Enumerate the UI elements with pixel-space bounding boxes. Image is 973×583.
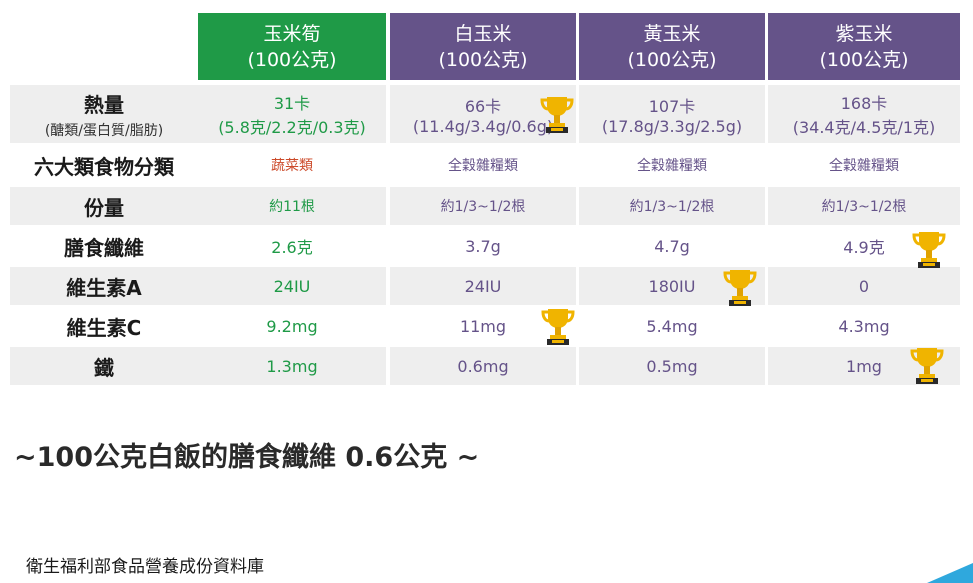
cell-text: 1mg <box>846 356 882 376</box>
cell-text: 24IU <box>464 276 502 296</box>
cell-text: 全穀雜糧類 <box>829 158 899 174</box>
cell-fiber-yellow-corn: 4.7g <box>579 227 765 265</box>
cell-fiber-baby-corn: 2.6克 <box>198 227 386 265</box>
cell-calories-white-corn: 66卡 (11.4g/3.4g/0.6g) <box>390 85 576 143</box>
column-name: 紫玉米 <box>835 22 893 45</box>
cell-text: 約1/3~1/2根 <box>821 199 907 215</box>
cell-calories-yellow-corn: 107卡 (17.8g/3.3g/2.5g) <box>579 85 765 143</box>
rice-fiber-note: ~100公克白飯的膳食纖維 0.6公克 ~ <box>14 442 480 473</box>
cell-line2: (17.8g/3.3g/2.5g) <box>601 116 743 136</box>
cell-text: 0.5mg <box>646 356 698 376</box>
row-label-text: 維生素C <box>66 315 142 340</box>
column-header-baby-corn: 玉米筍 (100公克) <box>198 13 386 80</box>
cell-portion-yellow-corn: 約1/3~1/2根 <box>579 187 765 225</box>
cell-vitamin-a-baby-corn: 24IU <box>198 267 386 305</box>
cell-iron-white-corn: 0.6mg <box>390 347 576 385</box>
cell-vitamin-c-white-corn: 11mg <box>390 307 576 345</box>
cell-vitamin-a-purple-corn: 0 <box>768 267 960 305</box>
column-unit: (100公克) <box>247 48 337 71</box>
row-label-text: 維生素A <box>66 275 142 300</box>
trophy-icon <box>912 232 946 268</box>
cell-text: 4.9克 <box>843 238 885 257</box>
cell-text: 全穀雜糧類 <box>637 158 707 174</box>
cell-category-baby-corn: 蔬菜類 <box>198 146 386 184</box>
cell-text: 0.6mg <box>457 356 509 376</box>
cell-iron-yellow-corn: 0.5mg <box>579 347 765 385</box>
column-unit: (100公克) <box>627 48 717 71</box>
cell-portion-white-corn: 約1/3~1/2根 <box>390 187 576 225</box>
cell-line2: (5.8克/2.2克/0.3克) <box>218 118 366 137</box>
row-label-vitamin-c: 維生素C <box>10 307 198 345</box>
cell-portion-purple-corn: 約1/3~1/2根 <box>768 187 960 225</box>
cell-text: 蔬菜類 <box>271 158 313 174</box>
cell-calories-baby-corn: 31卡 (5.8克/2.2克/0.3克) <box>198 85 386 143</box>
trophy-icon <box>723 270 757 306</box>
cell-text: 4.7g <box>654 236 690 256</box>
cell-line1: 107卡 <box>648 96 696 116</box>
column-header-white-corn: 白玉米 (100公克) <box>390 13 576 80</box>
cell-line2: (34.4克/4.5克/1克) <box>792 118 936 137</box>
cell-fiber-white-corn: 3.7g <box>390 227 576 265</box>
cell-vitamin-c-baby-corn: 9.2mg <box>198 307 386 345</box>
cell-text: 3.7g <box>465 236 501 256</box>
row-label-portion: 份量 <box>10 187 198 225</box>
row-label-iron: 鐵 <box>10 347 198 385</box>
cell-text: 2.6克 <box>271 238 313 257</box>
cell-text: 全穀雜糧類 <box>448 158 518 174</box>
cell-category-white-corn: 全穀雜糧類 <box>390 146 576 184</box>
column-header-yellow-corn: 黃玉米 (100公克) <box>579 13 765 80</box>
cell-text: 0 <box>858 276 870 296</box>
trophy-icon <box>541 309 575 345</box>
trophy-icon <box>540 97 574 133</box>
cell-text: 9.2mg <box>266 316 318 336</box>
cell-text: 約1/3~1/2根 <box>440 199 526 215</box>
column-unit: (100公克) <box>819 48 909 71</box>
cell-iron-baby-corn: 1.3mg <box>198 347 386 385</box>
corner-decoration <box>927 563 973 583</box>
data-source: 衛生福利部食品營養成份資料庫 <box>26 557 264 577</box>
row-label-text: 份量 <box>84 195 124 220</box>
cell-text: 5.4mg <box>646 316 698 336</box>
row-label-food-category: 六大類食物分類 <box>10 146 198 184</box>
cell-text: 約11根 <box>269 199 315 215</box>
row-label-subtext: (醣類/蛋白質/脂肪) <box>44 122 164 139</box>
column-name: 黃玉米 <box>643 22 701 45</box>
row-label-text: 六大類食物分類 <box>34 154 174 179</box>
cell-vitamin-c-yellow-corn: 5.4mg <box>579 307 765 345</box>
cell-category-purple-corn: 全穀雜糧類 <box>768 146 960 184</box>
cell-line1: 31卡 <box>273 94 311 113</box>
row-label-fiber: 膳食纖維 <box>10 227 198 265</box>
cell-vitamin-c-purple-corn: 4.3mg <box>768 307 960 345</box>
cell-fiber-purple-corn: 4.9克 <box>768 227 960 265</box>
cell-text: 約1/3~1/2根 <box>629 199 715 215</box>
cell-text: 4.3mg <box>838 316 890 336</box>
cell-text: 11mg <box>459 316 507 336</box>
cell-line2: (11.4g/3.4g/0.6g) <box>412 116 554 136</box>
cell-line1: 168卡 <box>840 94 888 113</box>
cell-calories-purple-corn: 168卡 (34.4克/4.5克/1克) <box>768 85 960 143</box>
row-label-text: 熱量 <box>84 92 124 117</box>
cell-text: 180IU <box>648 276 696 296</box>
column-name: 白玉米 <box>454 22 512 45</box>
cell-text: 1.3mg <box>266 356 318 376</box>
cell-line1: 66卡 <box>464 96 502 116</box>
row-label-text: 鐵 <box>94 355 114 380</box>
row-label-calories: 熱量 (醣類/蛋白質/脂肪) <box>10 85 198 143</box>
row-label-text: 膳食纖維 <box>64 235 144 260</box>
cell-vitamin-a-white-corn: 24IU <box>390 267 576 305</box>
row-label-vitamin-a: 維生素A <box>10 267 198 305</box>
cell-portion-baby-corn: 約11根 <box>198 187 386 225</box>
column-header-purple-corn: 紫玉米 (100公克) <box>768 13 960 80</box>
cell-text: 24IU <box>273 276 311 296</box>
column-unit: (100公克) <box>438 48 528 71</box>
cell-category-yellow-corn: 全穀雜糧類 <box>579 146 765 184</box>
column-name: 玉米筍 <box>263 22 321 45</box>
trophy-icon <box>910 348 944 384</box>
